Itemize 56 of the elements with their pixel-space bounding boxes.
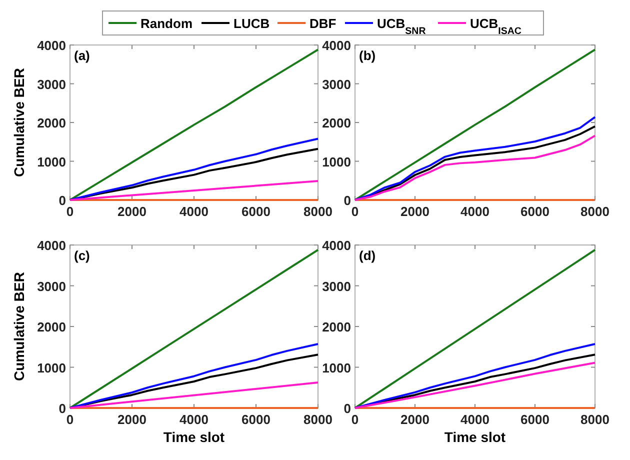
annotation: (b) <box>359 48 376 63</box>
x-axis-title: Time slot <box>163 429 225 445</box>
y-tick-label: 0 <box>58 401 66 416</box>
y-axis-title: Cumulative BER <box>11 68 27 177</box>
x-tick-label: 6000 <box>520 204 550 219</box>
x-tick-label: 8000 <box>304 204 332 219</box>
y-tick-label: 4000 <box>37 238 66 253</box>
legend-label: Random <box>140 16 192 31</box>
legend-label: UCB$_{ISAC}$ <box>470 16 522 36</box>
x-tick-label: 6000 <box>520 412 550 427</box>
line-series <box>354 48 596 201</box>
y-tick-label: 3000 <box>37 76 66 92</box>
y-tick-label: 2000 <box>37 320 66 334</box>
y-tick-label: 0 <box>58 193 66 208</box>
annotation: (c) <box>74 248 90 263</box>
y-tick-label: 1000 <box>37 360 66 376</box>
x-tick-label: 6000 <box>242 204 270 219</box>
y-tick-label: 2000 <box>322 320 351 334</box>
legend-label: UCB$_{SNR}$ <box>377 16 426 36</box>
annotation: (d) <box>359 248 376 263</box>
x-tick-label: 4000 <box>460 204 490 219</box>
y-tick-label: 2000 <box>322 116 351 130</box>
y-tick-label: 2000 <box>37 116 66 130</box>
y-axis-title: Cumulative BER <box>11 272 27 381</box>
y-tick-label: 3000 <box>37 278 66 294</box>
line-series <box>354 343 596 409</box>
x-tick-label: 8000 <box>580 412 610 427</box>
legend-label: LUCB <box>234 16 270 31</box>
x-tick-label: 2000 <box>400 412 430 427</box>
x-tick-label: 4000 <box>460 412 490 427</box>
y-tick-label: 4000 <box>37 38 66 53</box>
line-series <box>354 248 596 409</box>
annotation: (a) <box>74 48 90 63</box>
x-tick-label: 4000 <box>180 412 208 427</box>
x-tick-label: 2000 <box>118 412 146 427</box>
x-tick-label: 6000 <box>242 412 270 427</box>
y-tick-label: 1000 <box>37 154 66 170</box>
y-tick-label: 0 <box>344 401 351 416</box>
x-tick-label: 2000 <box>118 204 146 219</box>
x-tick-label: 4000 <box>180 204 208 219</box>
legend-label: DBF <box>310 16 336 31</box>
y-tick-label: 3000 <box>322 76 351 92</box>
x-axis-title: Time slot <box>444 429 506 445</box>
y-tick-label: 1000 <box>322 360 351 376</box>
y-tick-label: 4000 <box>322 238 351 253</box>
line-series <box>69 343 319 409</box>
y-tick-label: 4000 <box>322 38 351 53</box>
y-tick-label: 3000 <box>322 278 351 294</box>
line-series <box>69 48 319 201</box>
line-series <box>69 138 319 201</box>
y-tick-label: 1000 <box>322 154 351 170</box>
y-tick-label: 0 <box>344 193 351 208</box>
x-tick-label: 8000 <box>580 204 610 219</box>
x-tick-label: 8000 <box>304 412 332 427</box>
line-series <box>69 248 319 409</box>
x-tick-label: 2000 <box>400 204 430 219</box>
